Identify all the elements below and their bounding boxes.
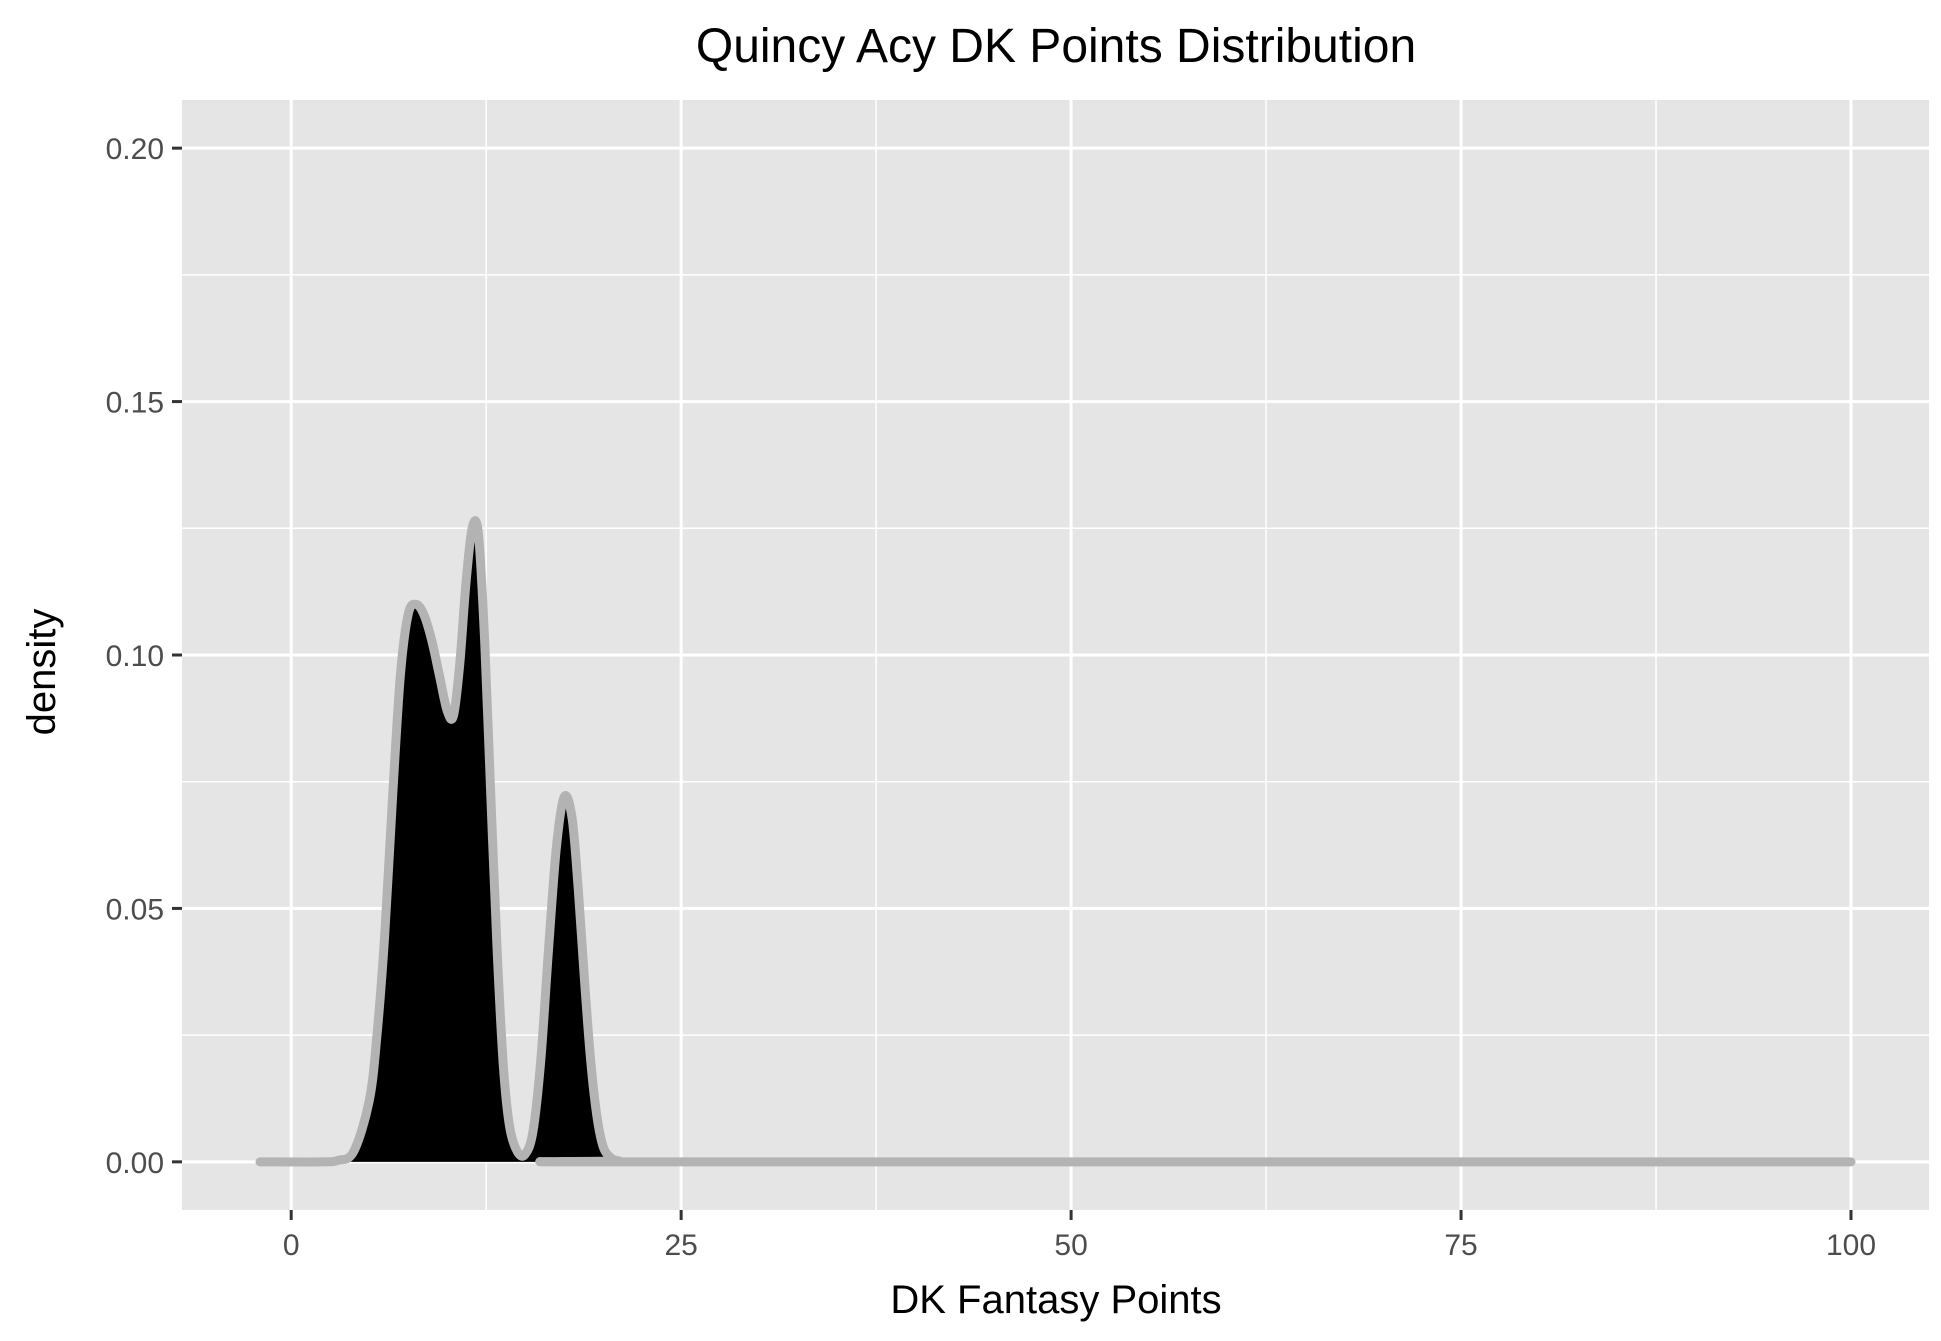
y-tick-label: 0.05: [106, 893, 164, 926]
y-tick-label: 0.10: [106, 640, 164, 673]
density-area: [259, 520, 1852, 1162]
x-tick-label: 25: [664, 1229, 697, 1262]
x-tick-label: 0: [283, 1229, 300, 1262]
y-tick-label: 0.00: [106, 1147, 164, 1180]
chart-title: Quincy Acy DK Points Distribution: [696, 20, 1416, 73]
x-tick-label: 75: [1444, 1229, 1477, 1262]
x-axis: 0 25 50 75 100: [283, 1210, 1876, 1262]
x-tick-label: 100: [1826, 1229, 1876, 1262]
y-axis: 0.00 0.05 0.10 0.15 0.20: [106, 133, 182, 1180]
x-tick-label: 50: [1054, 1229, 1087, 1262]
y-tick-label: 0.15: [106, 387, 164, 420]
y-tick-label: 0.20: [106, 133, 164, 166]
x-axis-title: DK Fantasy Points: [890, 1278, 1221, 1322]
y-axis-title: density: [20, 609, 64, 736]
density-curve: [255, 516, 1856, 1167]
